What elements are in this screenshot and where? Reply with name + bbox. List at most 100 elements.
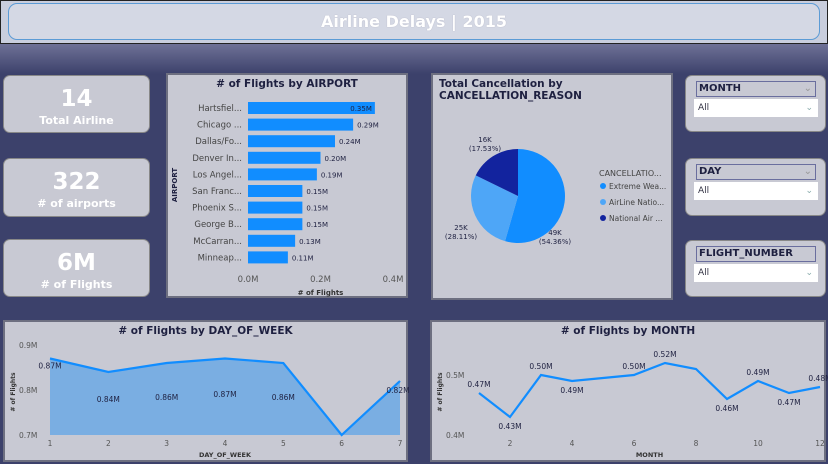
- slicer-day: DAY ⌄ All ⌄: [685, 158, 826, 216]
- pie-slice: [505, 149, 565, 243]
- bar: [248, 201, 303, 214]
- x-tick-label: 12: [815, 439, 825, 448]
- data-label: 0.29M: [357, 122, 379, 130]
- category-label: McCarran...: [193, 237, 242, 247]
- category-label: Minneap...: [198, 253, 242, 263]
- chart-title: Total Cancellation by CANCELLATION_REASO…: [439, 78, 582, 102]
- bar: [248, 135, 335, 148]
- data-label: 0.43M: [498, 422, 521, 431]
- data-label: 0.24M: [339, 138, 361, 146]
- kpi-flights: 6M # of Flights: [3, 239, 150, 297]
- bar: [248, 151, 321, 164]
- bar: [248, 218, 303, 231]
- chart-title: # of Flights by MONTH: [560, 325, 696, 337]
- data-label: 0.47M: [467, 380, 490, 389]
- chevron-down-icon: ⌄: [805, 268, 813, 278]
- chart-title: # of Flights by DAY_OF_WEEK: [118, 325, 293, 337]
- y-tick-label: 0.9M: [19, 341, 37, 350]
- kpi-value: 6M: [57, 250, 96, 276]
- y-tick-label: 0.7M: [19, 431, 37, 440]
- data-label: 0.35M: [350, 105, 372, 113]
- x-tick-label: 4: [223, 439, 228, 448]
- page-title: Airline Delays | 2015: [8, 3, 820, 40]
- y-axis-title: # of Flights: [437, 372, 444, 412]
- slicer-label: DAY: [699, 166, 722, 177]
- data-label: 0.48M: [808, 374, 828, 383]
- slicer-flight-number: FLIGHT_NUMBER All ⌄: [685, 240, 826, 297]
- bar: [248, 168, 317, 181]
- area-fill: [50, 358, 400, 435]
- bar: [248, 251, 288, 264]
- legend-marker: [600, 183, 606, 189]
- x-tick-label: 3: [164, 439, 169, 448]
- data-label: 0.49M: [746, 368, 769, 377]
- airport-bar-chart: # of Flights by AIRPORT Hartsfiel... 0.35…: [166, 73, 408, 298]
- x-tick-label: 0.2M: [310, 275, 331, 285]
- kpi-label: Total Airline: [39, 114, 114, 127]
- data-label: 0.49M: [560, 386, 583, 395]
- x-tick-label: 2: [106, 439, 111, 448]
- legend-marker: [600, 199, 606, 205]
- data-label: 0.87M: [213, 390, 236, 399]
- data-label: 0.15M: [306, 188, 328, 196]
- data-label: 0.46M: [715, 404, 738, 413]
- slicer-header: MONTH ⌄: [696, 81, 816, 97]
- x-axis-title: DAY_OF_WEEK: [199, 451, 252, 459]
- dropdown-value: All: [698, 103, 710, 113]
- slicer-header: DAY ⌄: [696, 164, 816, 180]
- category-label: Chicago ...: [197, 121, 242, 131]
- kpi-value: 14: [60, 86, 93, 112]
- x-axis-title: # of Flights: [298, 289, 344, 297]
- slice-percent-label: (54.36%): [539, 238, 571, 246]
- chevron-down-icon[interactable]: ⌄: [803, 83, 812, 94]
- day-dropdown[interactable]: All ⌄: [694, 182, 818, 200]
- x-tick-label: 6: [632, 439, 637, 448]
- data-label: 0.82M: [386, 386, 409, 395]
- slicer-header: FLIGHT_NUMBER: [696, 246, 816, 262]
- chevron-down-icon: ⌄: [805, 103, 813, 113]
- bar: [248, 118, 354, 131]
- month-dropdown[interactable]: All ⌄: [694, 99, 818, 117]
- legend-item: Extreme Wea...: [609, 182, 666, 191]
- dropdown-value: All: [698, 186, 710, 196]
- data-label: 0.15M: [306, 205, 328, 213]
- x-tick-label: 1: [48, 439, 53, 448]
- data-label: 0.50M: [529, 362, 552, 371]
- pie-slice: [475, 149, 518, 196]
- y-axis-title: AIRPORT: [171, 168, 179, 203]
- x-tick-label: 8: [694, 439, 699, 448]
- category-label: Los Angel...: [193, 170, 242, 180]
- data-label: 0.20M: [325, 155, 347, 163]
- data-label: 0.47M: [777, 398, 800, 407]
- month-chart: # of Flights by MONTH 0.47M 0.43M 0.50M 0.4…: [430, 320, 828, 462]
- kpi-airports: 322 # of airports: [3, 158, 150, 217]
- x-tick-label: 0.4M: [383, 275, 404, 285]
- bar: [248, 234, 296, 247]
- day-of-week-chart: # of Flights by DAY_OF_WEEK 0.87M 0.84M 0.…: [3, 320, 410, 462]
- kpi-label: # of airports: [37, 197, 116, 210]
- legend-item: National Air ...: [609, 214, 662, 223]
- bar: [248, 102, 375, 114]
- x-tick-label: 0.0M: [238, 275, 259, 285]
- kpi-value: 322: [52, 169, 101, 195]
- category-label: Dallas/Fo...: [195, 137, 242, 147]
- series-line: [49, 357, 401, 437]
- y-tick-label: 0.4M: [446, 431, 464, 440]
- chevron-down-icon[interactable]: ⌄: [803, 166, 812, 177]
- slice-percent-label: (28.11%): [445, 233, 477, 241]
- series-line: [478, 361, 821, 419]
- kpi-label: # of Flights: [40, 278, 113, 291]
- legend-item: AirLine Natio...: [609, 198, 664, 207]
- cancellation-pie-chart: Total Cancellation by CANCELLATION_REASO…: [431, 73, 673, 300]
- dropdown-value: All: [698, 268, 710, 278]
- data-label: 0.15M: [306, 221, 328, 229]
- x-tick-label: 6: [339, 439, 344, 448]
- slice-value-label: 25K: [454, 224, 468, 232]
- data-label: 0.11M: [292, 254, 314, 262]
- flight-number-dropdown[interactable]: All ⌄: [694, 264, 818, 282]
- legend-title: CANCELLATIO...: [599, 169, 661, 178]
- data-label: 0.84M: [97, 395, 120, 404]
- x-tick-label: 7: [398, 439, 403, 448]
- pie-slice: [471, 175, 518, 242]
- kpi-total-airline: 14 Total Airline: [3, 75, 150, 133]
